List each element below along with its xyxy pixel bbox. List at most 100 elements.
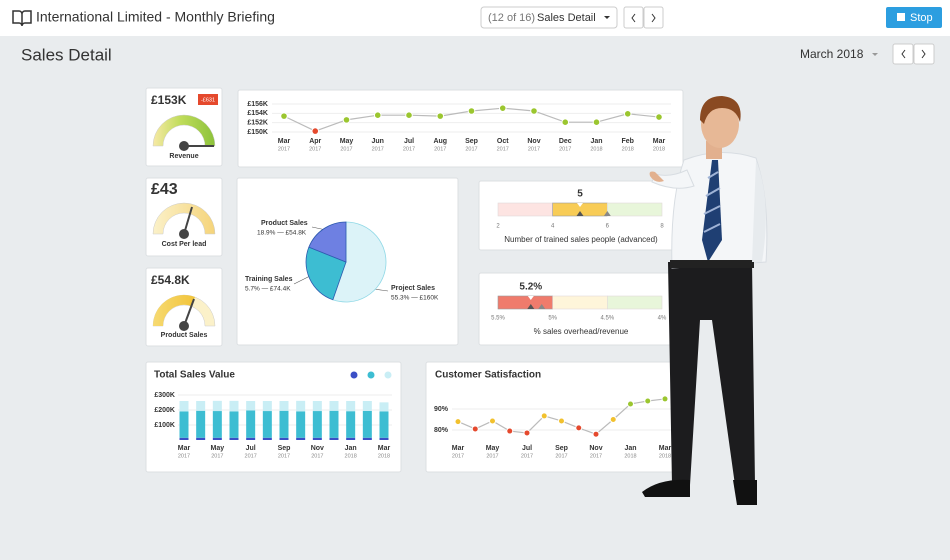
bar-segment — [196, 410, 206, 438]
prev-period[interactable] — [892, 43, 914, 65]
x-tick-label: 4 — [551, 224, 555, 230]
x-tick-label: Mar — [378, 445, 391, 452]
x-tick-year: 2017 — [278, 146, 290, 152]
kpi-badge — [198, 94, 218, 105]
chevron — [901, 49, 906, 59]
x-tick-label: 2 — [496, 224, 500, 230]
bar-segment — [262, 411, 272, 438]
period[interactable]: March 2018 — [800, 47, 864, 61]
y-tick-label: £156K — [247, 101, 268, 108]
kpi-card — [145, 177, 223, 257]
gauge-hub — [179, 141, 189, 151]
x-tick-year: 2017 — [559, 146, 571, 152]
legend-marker — [367, 371, 375, 379]
leader-line — [293, 275, 311, 285]
x-tick-year: 2017 — [278, 453, 290, 459]
point — [489, 417, 496, 425]
card-title: Total Sales Value — [154, 370, 235, 381]
card-title: Customer Satisfaction — [435, 370, 541, 381]
target-marker — [538, 304, 546, 309]
x-tick-year: 2017 — [372, 146, 384, 152]
kpi-badge-text: -£631 — [201, 97, 215, 103]
bar-segment — [246, 401, 256, 411]
leader-line — [373, 288, 389, 292]
bullet-title: Number of trained sales people (advanced… — [504, 235, 658, 244]
page-dropdown[interactable] — [480, 6, 618, 29]
bar-segment — [229, 411, 239, 438]
x-tick-year: 2017 — [486, 453, 498, 459]
x-tick-label: May — [211, 445, 225, 452]
app-title: International Limited - Monthly Briefing — [36, 9, 275, 25]
point — [540, 412, 548, 420]
point — [342, 116, 351, 124]
x-tick-label: Mar — [178, 445, 191, 452]
bullet-band — [607, 202, 663, 217]
x-tick-label: Nov — [311, 445, 324, 452]
x-tick-year: 2018 — [653, 146, 665, 152]
x-tick-year: 2017 — [245, 453, 257, 459]
legend-marker — [350, 371, 358, 379]
prev-page[interactable] — [623, 6, 644, 29]
point — [561, 118, 570, 127]
point — [609, 416, 617, 423]
x-tick-year: 2017 — [340, 146, 352, 152]
x-tick-label: Dec — [559, 138, 572, 145]
x-tick-label: Nov — [589, 445, 602, 452]
x-tick-year: 2017 — [528, 146, 540, 152]
x-tick-year: 2017 — [590, 453, 602, 459]
top-bar — [0, 0, 950, 36]
y-tick-label: 80% — [434, 427, 449, 434]
x-tick-year: 2017 — [434, 146, 446, 152]
bar-segment — [212, 411, 222, 438]
bullet-title: % sales overhead/revenue — [534, 327, 629, 336]
x-tick-year: 2017 — [497, 146, 509, 152]
legend-marker — [384, 371, 392, 379]
card — [145, 361, 402, 473]
slice-label: Project Sales — [391, 285, 435, 292]
point — [623, 109, 632, 118]
bar-segment — [229, 437, 239, 440]
next-period[interactable] — [913, 43, 935, 65]
bar-segment — [262, 437, 272, 440]
kpi-value: £153K — [151, 93, 187, 107]
point — [454, 418, 462, 426]
x-tick-label: May — [340, 138, 354, 145]
slice-value: 18.9% — £54.8K — [257, 230, 307, 237]
bar-segment — [296, 400, 306, 412]
point — [627, 400, 634, 408]
x-tick-label: Jul — [246, 445, 256, 452]
x-tick-label: Feb — [622, 138, 634, 145]
next-page[interactable] — [643, 6, 664, 29]
value-pointer — [527, 296, 534, 300]
x-tick-year: 2018 — [590, 146, 602, 152]
x-tick-year: 2017 — [465, 146, 477, 152]
x-tick-label: Jan — [624, 445, 636, 452]
gauge-fill — [153, 294, 195, 326]
x-tick-label: Sep — [278, 445, 291, 452]
bar-segment — [246, 437, 256, 440]
x-tick-label: Apr — [309, 138, 321, 145]
bullet-value: 5.2% — [519, 282, 542, 293]
x-tick-label: 8 — [660, 224, 664, 230]
page-title: Sales Detail — [21, 45, 112, 64]
bar-segment — [346, 401, 356, 412]
bar-segment — [196, 437, 206, 440]
bar-segment — [346, 437, 356, 440]
kpi-value: £54.8K — [151, 273, 190, 287]
stop-button[interactable] — [886, 7, 942, 28]
value-pointer — [577, 203, 583, 207]
kpi-label: Product Sales — [161, 332, 208, 339]
bar-segment — [179, 401, 189, 412]
x-tick-year: 2017 — [403, 146, 415, 152]
x-tick-year: 2017 — [309, 146, 321, 152]
x-tick-label: 6 — [606, 224, 610, 230]
x-tick-label: 4.5% — [600, 316, 614, 322]
book-icon — [12, 10, 32, 27]
kpi-label: Revenue — [169, 153, 198, 160]
x-tick-label: Sep — [555, 445, 568, 452]
presenter-photo — [642, 96, 768, 505]
x-tick-label: May — [486, 445, 500, 452]
bar-segment — [362, 437, 372, 440]
x-tick-label: Nov — [527, 138, 540, 145]
